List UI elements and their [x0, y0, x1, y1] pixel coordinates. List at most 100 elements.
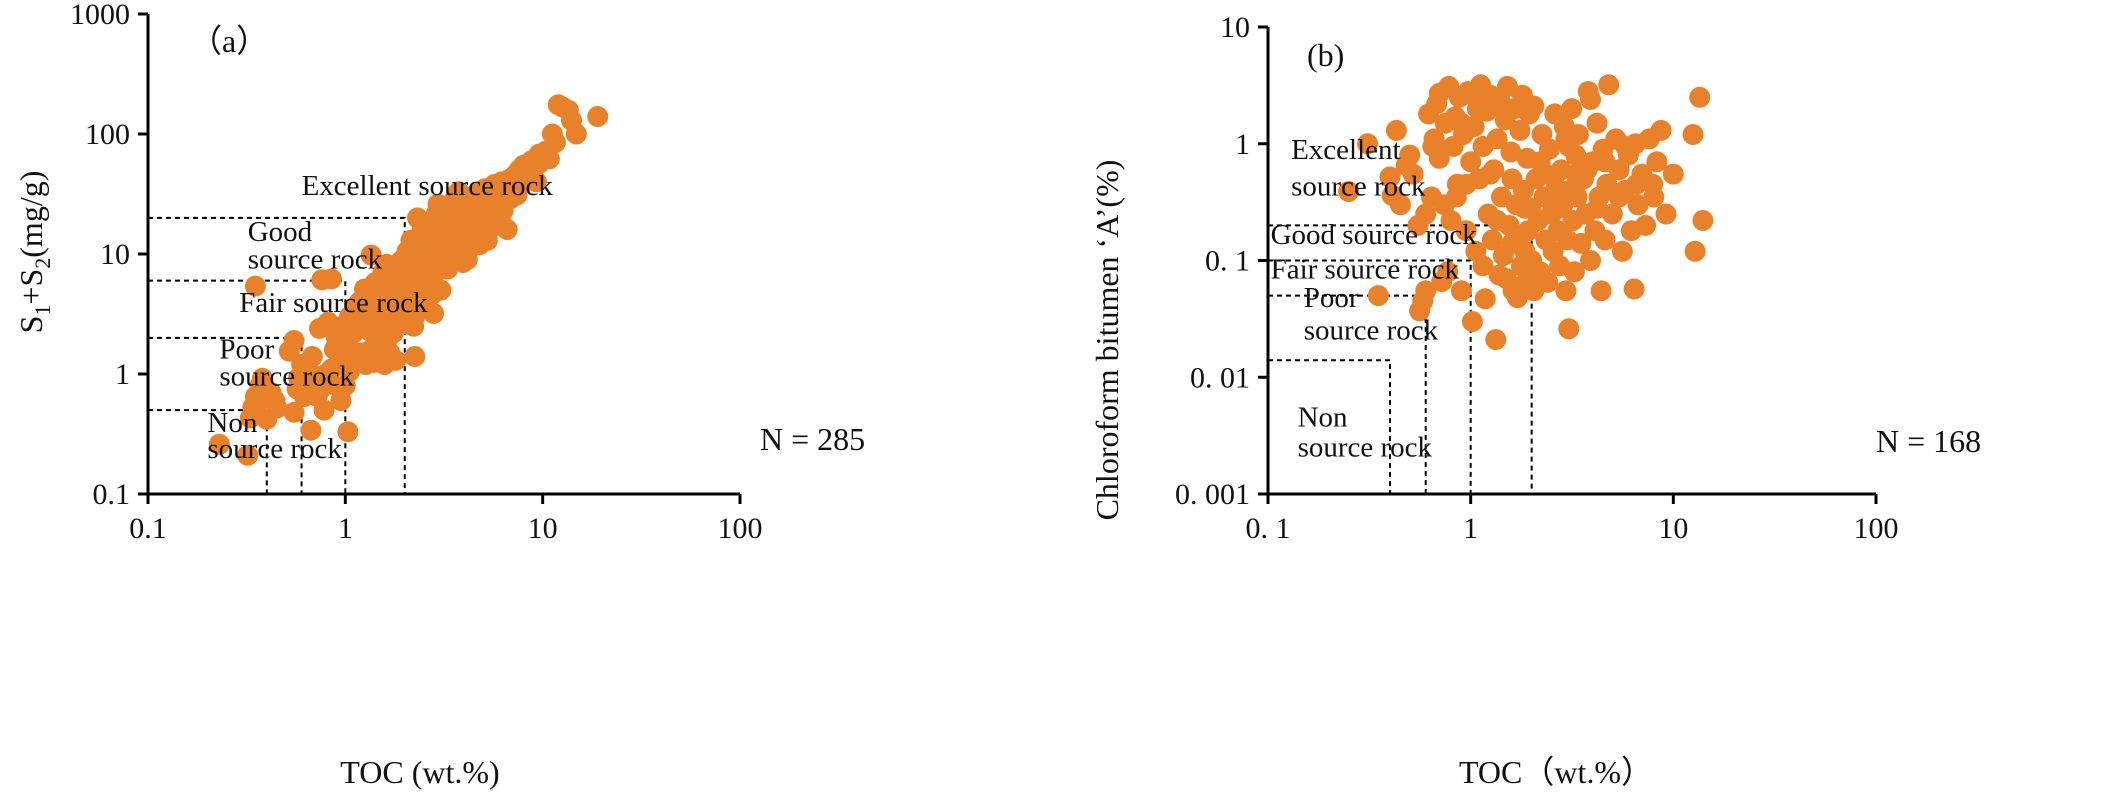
data-point — [1399, 144, 1421, 166]
data-point — [1506, 287, 1528, 309]
data-point — [408, 238, 430, 260]
data-point — [1379, 166, 1401, 188]
data-point — [1500, 141, 1522, 163]
y-tick-label: 1000 — [70, 0, 130, 31]
data-point — [1566, 186, 1588, 208]
data-point — [404, 306, 426, 328]
x-tick-label: 0. 1 — [1246, 512, 1291, 545]
data-point — [1558, 318, 1580, 340]
data-point — [1692, 210, 1714, 231]
data-point — [1357, 133, 1379, 155]
region-label: source rock — [207, 433, 342, 465]
y-tick-label: 1 — [115, 358, 130, 391]
x-axis-label: TOC (wt.%) — [340, 754, 499, 790]
data-point — [544, 132, 566, 153]
x-tick-label: 100 — [718, 512, 763, 545]
x-axis-label: TOC（wt.%） — [1459, 754, 1653, 790]
data-point — [1472, 255, 1494, 277]
data-point — [1586, 197, 1608, 219]
sample-count-annotation: N = 285 — [760, 421, 865, 457]
y-axis-label: S1+S2(mg/g) — [13, 171, 55, 334]
data-point — [1402, 163, 1424, 185]
data-point — [1461, 311, 1483, 332]
region-label: Non — [1298, 401, 1348, 433]
data-point — [1646, 151, 1668, 173]
data-point — [1514, 197, 1536, 219]
data-point — [1642, 173, 1664, 195]
data-point — [1485, 329, 1507, 351]
panel-label: （a） — [190, 23, 268, 59]
data-point — [1450, 280, 1472, 302]
data-point — [1422, 135, 1444, 157]
data-point — [360, 244, 382, 266]
data-point — [1555, 128, 1577, 150]
data-point — [1385, 119, 1407, 141]
chart-panel-b: (b) TOC（wt.%） Chloroform bitumen ‘A’(%) … — [1089, 11, 1981, 790]
data-point — [1472, 135, 1494, 157]
data-point — [1563, 261, 1585, 283]
data-point — [337, 421, 359, 443]
data-point — [1415, 203, 1437, 225]
region-boundary — [148, 216, 406, 494]
region-label: Poor — [219, 333, 274, 365]
y-tick-label: 10 — [100, 238, 130, 271]
data-point — [1501, 168, 1523, 190]
data-point — [404, 346, 426, 367]
region-boundary — [1268, 359, 1392, 494]
data-point — [1437, 261, 1459, 283]
data-point — [320, 358, 342, 380]
data-point — [505, 173, 527, 195]
data-point — [1623, 278, 1645, 300]
sample-count-annotation: N = 168 — [1876, 423, 1981, 459]
y-tick-label: 100 — [85, 118, 130, 151]
data-point — [1614, 135, 1636, 157]
panel-label: (b) — [1307, 37, 1344, 73]
data-point — [411, 260, 433, 282]
data-point — [244, 275, 266, 297]
data-point — [330, 339, 352, 360]
data-point — [476, 229, 498, 251]
region-label: Poor — [1304, 282, 1359, 314]
y-tick-label: 0. 01 — [1190, 361, 1250, 394]
y-tick-label: 0. 001 — [1175, 478, 1250, 511]
data-point — [283, 401, 305, 423]
data-point — [1492, 100, 1514, 122]
data-point — [1611, 240, 1633, 262]
region-boundary — [148, 279, 347, 494]
data-point — [456, 249, 478, 270]
data-point — [1594, 229, 1616, 251]
data-point — [1464, 86, 1486, 108]
data-point — [528, 143, 550, 165]
region-boundary — [1268, 259, 1472, 494]
y-tick-label: 0.1 — [93, 478, 131, 511]
data-point — [1689, 86, 1711, 108]
data-point — [1586, 112, 1608, 134]
data-point — [339, 361, 360, 382]
data-point — [1561, 98, 1583, 120]
region-label: source rock — [219, 361, 354, 393]
region-label: Good — [248, 216, 313, 248]
data-point — [1440, 210, 1462, 231]
data-point — [1481, 229, 1503, 251]
data-point — [1590, 280, 1612, 302]
data-point — [423, 302, 445, 324]
data-point — [1627, 194, 1649, 216]
data-point — [1450, 112, 1472, 134]
data-point — [1594, 151, 1616, 173]
data-point — [1367, 285, 1389, 307]
y-axis-label: Chloroform bitumen ‘A’(%) — [1089, 160, 1125, 521]
data-point — [1537, 271, 1559, 293]
region-label: Fair source rock — [1271, 254, 1460, 286]
data-point — [1428, 82, 1450, 104]
x-tick-label: 1 — [1463, 512, 1478, 545]
data-point — [471, 202, 492, 224]
data-point — [1460, 151, 1482, 173]
data-point — [301, 346, 323, 367]
x-tick-label: 1 — [338, 512, 353, 545]
data-point — [1662, 163, 1684, 185]
data-point — [300, 419, 322, 441]
data-point — [1455, 220, 1477, 242]
data-point — [1655, 203, 1677, 225]
data-point — [426, 246, 448, 268]
